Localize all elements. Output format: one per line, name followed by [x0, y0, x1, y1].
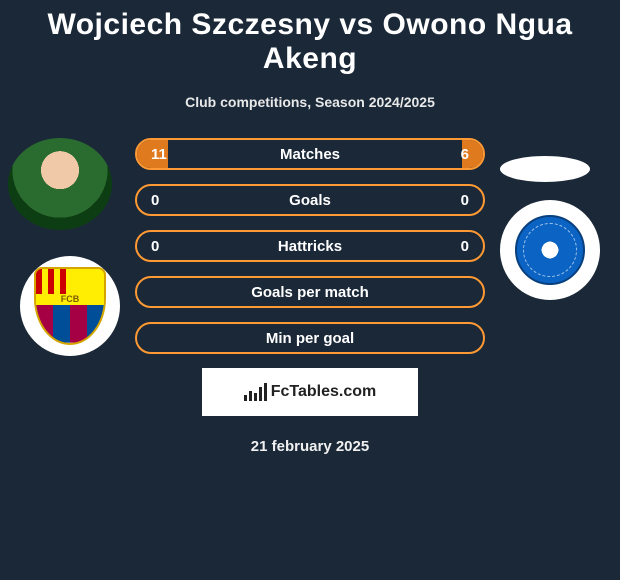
stat-row-goals: 0 Goals 0: [135, 184, 485, 216]
club-left-badge: [20, 256, 120, 356]
stat-row-hattricks: 0 Hattricks 0: [135, 230, 485, 262]
stat-right-value: 0: [461, 238, 469, 255]
stat-left-value: 11: [151, 146, 167, 163]
stat-label: Min per goal: [266, 330, 354, 347]
stat-row-goals-per-match: Goals per match: [135, 276, 485, 308]
stat-left-value: 0: [151, 192, 159, 209]
stat-label: Goals per match: [251, 284, 369, 301]
comparison-panel: 11 Matches 6 0 Goals 0 0 Hattricks 0 Goa…: [0, 138, 620, 354]
stat-label: Matches: [280, 146, 340, 163]
watermark: FcTables.com: [202, 368, 418, 416]
subtitle: Club competitions, Season 2024/2025: [0, 94, 620, 110]
page-title: Wojciech Szczesny vs Owono Ngua Akeng: [0, 0, 620, 76]
player-right-photo: [500, 156, 590, 182]
stat-label: Goals: [289, 192, 331, 209]
club-right-badge: [500, 200, 600, 300]
stat-rows: 11 Matches 6 0 Goals 0 0 Hattricks 0 Goa…: [135, 138, 485, 354]
stat-row-matches: 11 Matches 6: [135, 138, 485, 170]
stat-left-value: 0: [151, 238, 159, 255]
alaves-crest-icon: [515, 215, 585, 285]
player-left-photo: [8, 138, 112, 230]
stat-right-value: 0: [461, 192, 469, 209]
stat-label: Hattricks: [278, 238, 342, 255]
date-text: 21 february 2025: [0, 438, 620, 455]
fcb-crest-icon: [34, 267, 106, 345]
stat-right-value: 6: [461, 146, 469, 163]
stat-row-min-per-goal: Min per goal: [135, 322, 485, 354]
watermark-text: FcTables.com: [271, 383, 377, 401]
chart-bars-icon: [244, 383, 267, 401]
